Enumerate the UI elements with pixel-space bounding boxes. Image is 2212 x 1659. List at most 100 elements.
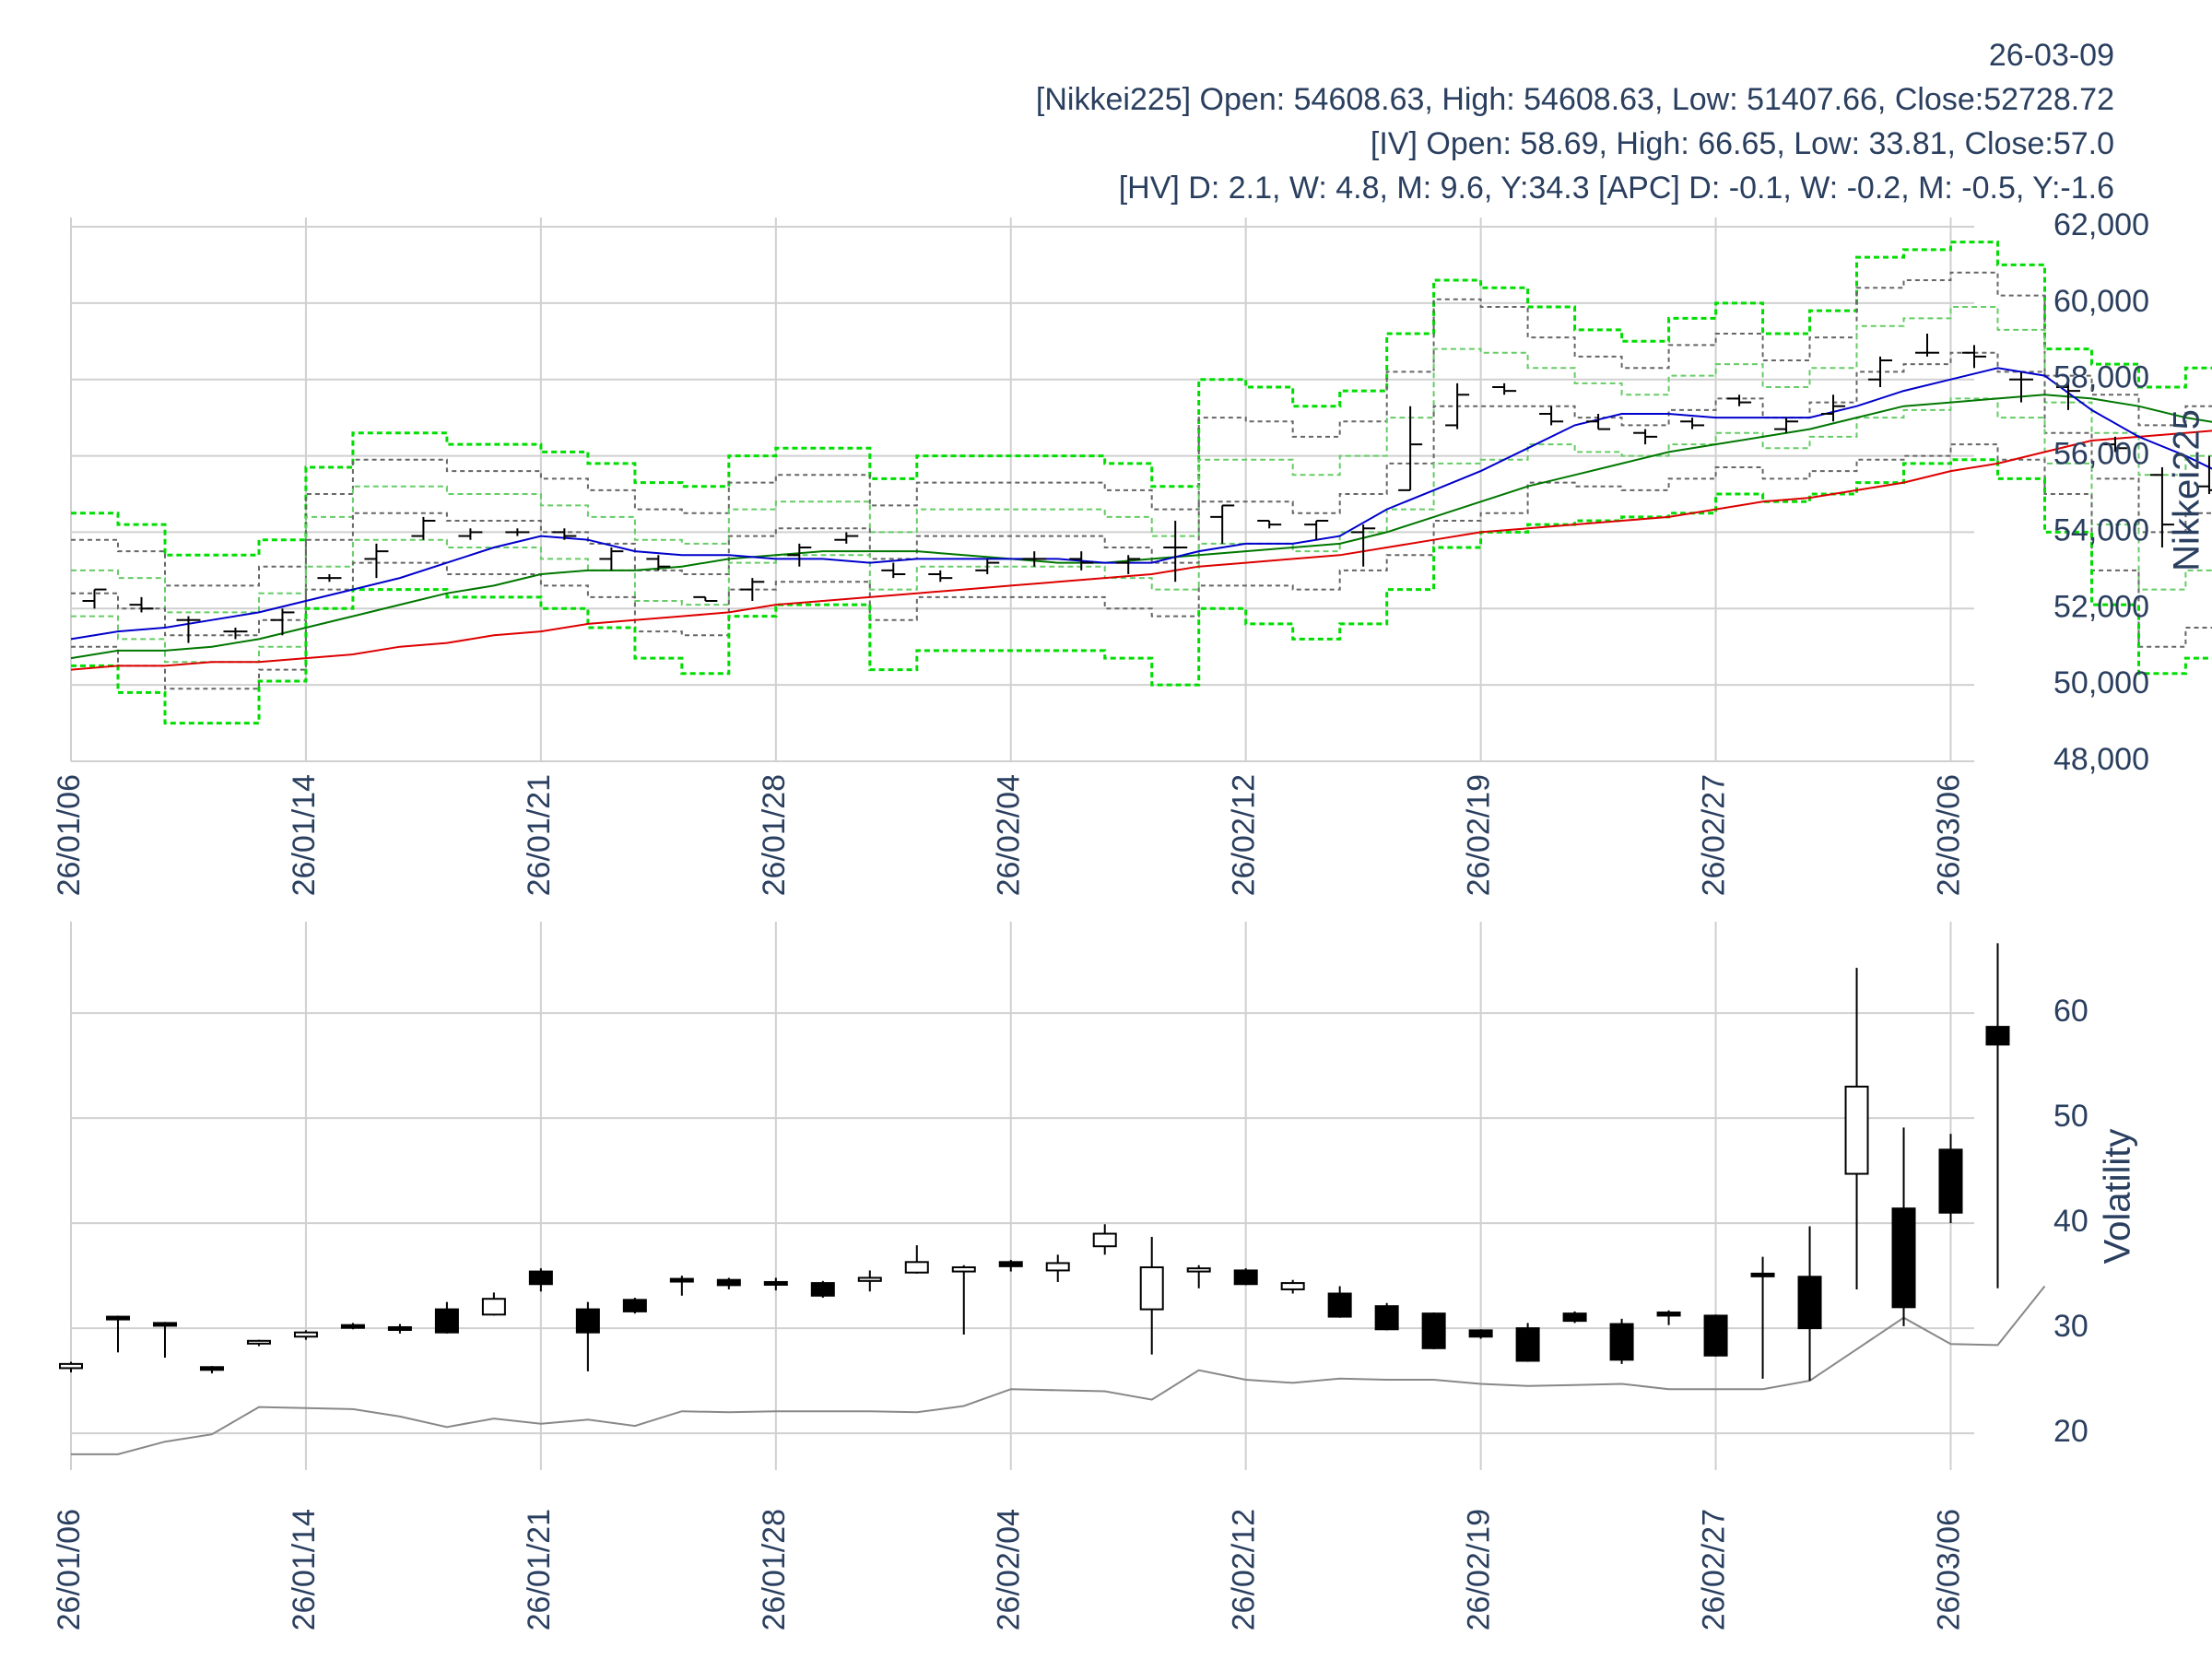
iv-candle-body-down [998,1261,1023,1267]
ohlc-bar [1962,345,1986,369]
ohlc-bar [928,570,953,582]
x-tick-label: 26/01/06 [52,1509,87,1630]
iv-candle-body-up [857,1277,882,1282]
iv-candle-body-down [340,1324,365,1329]
iv-candle [763,1277,788,1291]
nikkei-panel: 48,000 50,000 52,000 54,000 56,000 58,000 60,0… [52,207,2212,896]
x-tick-label: 26/01/21 [522,774,557,896]
iv-candle [951,1265,976,1335]
iv-candle [1327,1286,1352,1318]
nikkei-y-axis-title: Nikkei225 [2167,409,2207,571]
iv-candle [293,1330,318,1340]
x-tick-label: 26/01/21 [522,1509,557,1630]
nikkei-y-axis: 48,000 50,000 52,000 54,000 56,000 58,000 60,0… [2053,207,2149,777]
ohlc-bar [1022,551,1047,567]
nikkei-x-axis: 26/01/06 26/01/14 26/01/21 26/01/28 26/02/04… [52,774,1967,896]
y-tick-label: 40 [2053,1204,2088,1239]
iv-candle-body-down [1938,1148,1963,1214]
iv-candle-body-down [1703,1314,1728,1357]
hv-line [71,1285,2046,1455]
iv-candle-body-down [1468,1329,1493,1338]
ohlc-bar [1351,524,1376,567]
iv-candle [1656,1310,1681,1325]
ohlc-bar [1492,382,1517,395]
iv-candle-body-up [293,1331,318,1338]
header-iv-ohlc: [IV] Open: 58.69, High: 66.65, Low: 33.8… [1370,126,2114,161]
x-tick-label: 26/02/19 [1462,774,1497,896]
iv-candle-body-up [59,1362,83,1370]
nikkei-ohlc-bars [82,334,2212,643]
ohlc-bar [411,516,436,540]
iv-candle-body-up [1045,1262,1070,1272]
x-tick-label: 26/02/04 [992,1509,1027,1630]
iv-candle-body-down [1233,1269,1258,1286]
ohlc-bar [1304,520,1329,540]
x-tick-label: 26/01/28 [757,774,792,896]
iv-candle-body-down [1374,1305,1399,1331]
band-line-5 [71,443,2212,690]
ohlc-bar [1445,382,1470,429]
band-line-2 [71,306,2212,614]
iv-candle [1233,1268,1258,1286]
iv-candle [528,1268,553,1292]
ohlc-bar [599,547,624,571]
iv-candle [1468,1329,1493,1339]
ohlc-bar [1680,418,1705,429]
iv-candle [1703,1314,1728,1357]
volatility-y-axis-title: Volatility [2098,1129,2138,1265]
iv-candle-body-down [434,1308,459,1334]
x-tick-label: 26/02/12 [1227,1509,1262,1630]
iv-candle [481,1292,506,1316]
y-tick-label: 50 [2053,1099,2088,1134]
iv-candle [105,1315,130,1353]
iv-candle [434,1301,459,1334]
ohlc-bar [1586,414,1611,430]
iv-candle-body-down [1515,1327,1540,1362]
iv-candle-body-up [1844,1085,1869,1175]
y-tick-label: 62,000 [2053,207,2149,242]
iv-candle-body-up [951,1266,976,1273]
iv-candle [1750,1256,1775,1379]
iv-candle [1985,943,2010,1288]
volatility-x-axis: 26/01/06 26/01/14 26/01/21 26/01/28 26/02/04… [52,1509,1967,1630]
iv-candle-body-down [622,1299,647,1312]
y-tick-label: 52,000 [2053,589,2149,624]
ohlc-bar [1257,520,1282,529]
ohlc-bar [1821,394,1846,422]
iv-candle-body-down [1797,1276,1822,1330]
iv-candle [904,1245,929,1274]
x-tick-label: 26/02/19 [1462,1509,1497,1630]
iv-candle-body-down [1891,1207,1916,1309]
iv-candle [59,1361,83,1372]
ohlc-bar [1116,555,1141,574]
x-tick-label: 26/01/06 [52,774,87,896]
ohlc-bar [2102,436,2127,453]
ma-mid-line [70,394,2212,660]
iv-candle-body-down [763,1280,788,1286]
iv-candle [1891,1127,1916,1326]
ohlc-bar [1163,521,1188,582]
ohlc-bar [1069,551,1094,571]
iv-candle-body-up [904,1261,929,1274]
iv-candle [387,1324,412,1334]
iv-candle [716,1277,741,1289]
iv-candle [1280,1279,1305,1294]
iv-candle-body-down [1750,1272,1775,1277]
iv-candle [199,1366,224,1374]
chart-header: 26-03-09 [Nikkei225] Open: 54608.63, Hig… [1036,33,2114,210]
iv-candle-body-down [1985,1026,2010,1046]
band-line-1 [71,271,2212,587]
ohlc-bar [740,578,765,601]
y-tick-label: 30 [2053,1309,2088,1344]
header-hv-apc: [HV] D: 2.1, W: 4.8, M: 9.6, Y:34.3 [APC… [1118,171,2114,206]
iv-candle [1186,1265,1211,1288]
iv-candle [1374,1302,1399,1331]
ohlc-bar [129,596,154,613]
ohlc-bar [1774,418,1799,433]
ohlc-bar [975,559,1000,574]
x-tick-label: 26/02/04 [992,774,1027,896]
ohlc-bar [82,588,107,609]
x-tick-label: 26/01/28 [757,1509,792,1630]
header-date: 26-03-09 [1988,38,2114,73]
